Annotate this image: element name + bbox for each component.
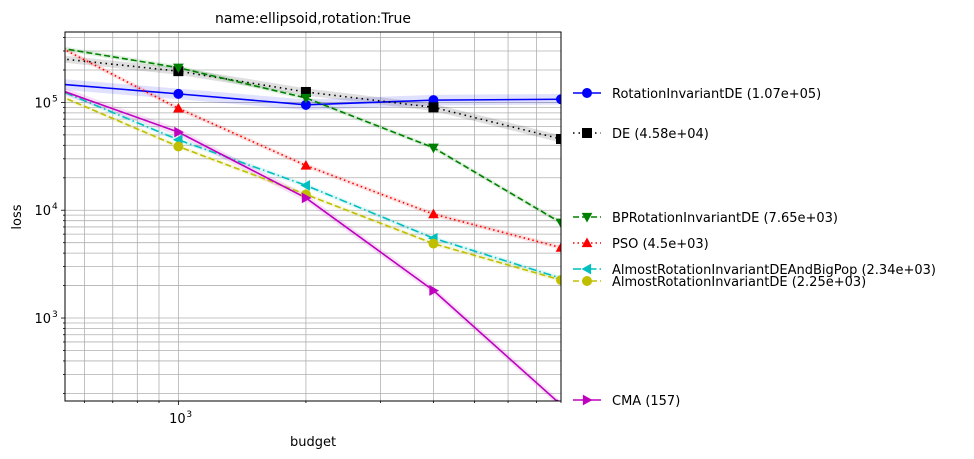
series-marker [173, 88, 184, 99]
series-marker [555, 218, 561, 229]
series-marker [46, 82, 54, 91]
series-marker [556, 275, 561, 286]
series-marker [173, 141, 184, 152]
axis-ticks: 10 310 410 510 3 [34, 37, 562, 427]
series-markers [46, 38, 561, 401]
series-marker [174, 126, 184, 138]
series-marker [173, 102, 184, 113]
y-tick-label: 10 [34, 96, 51, 111]
series-marker [46, 53, 55, 62]
grid-lines [65, 32, 562, 401]
series-line [65, 48, 561, 224]
x-tick-label-exponent: 3 [186, 410, 192, 420]
chart-title: name:ellipsoid,rotation:True [215, 11, 411, 27]
legend-marker [582, 276, 592, 286]
legend-label: DE (4.58e+04) [612, 127, 709, 142]
series-marker [429, 285, 439, 296]
series-band [65, 90, 561, 281]
series-marker [556, 399, 560, 401]
series-marker [47, 82, 55, 91]
legend: RotationInvariantDE (1.07e+05) DE (4.58e+… [573, 87, 936, 409]
legend-label: AlmostRotationInvariantDEAndBigPop (2.34… [612, 263, 936, 278]
series-marker [300, 93, 312, 104]
series-marker [428, 238, 439, 249]
y-tick-label: 10 [34, 312, 51, 327]
x-tick-label: 10 [169, 412, 186, 427]
series-marker [301, 192, 312, 204]
y-axis-label: loss [10, 204, 25, 229]
legend-label: BPRotationInvariantDE (7.65e+03) [612, 211, 838, 226]
legend-marker [582, 394, 593, 406]
series-marker [46, 38, 55, 46]
series-marker [556, 94, 561, 105]
legend-label: RotationInvariantDE (1.07e+05) [612, 87, 821, 102]
legend-marker [582, 128, 592, 138]
series-marker [46, 43, 55, 51]
plot-area-frame [64, 31, 562, 402]
series-marker [428, 208, 439, 219]
y-tick-label-exponent: 3 [52, 310, 58, 320]
x-axis-label: budget [290, 435, 336, 450]
series-marker [428, 143, 439, 154]
legend-marker [581, 237, 593, 248]
series-marker [173, 63, 184, 74]
series-marker [556, 133, 561, 144]
y-tick-label-exponent: 5 [52, 94, 58, 104]
series-marker [46, 79, 55, 88]
series-line [65, 91, 561, 279]
series-marker [300, 159, 312, 170]
legend-marker [581, 212, 593, 223]
series-marker [428, 102, 439, 113]
legend-label: PSO (4.5e+03) [612, 237, 709, 252]
series-marker [300, 180, 311, 191]
series-line [65, 48, 561, 249]
legend-label: CMA (157) [612, 394, 680, 409]
y-tick-label: 10 [34, 204, 51, 219]
y-tick-label-exponent: 4 [52, 202, 58, 212]
legend-marker [581, 263, 592, 275]
series-line [65, 58, 561, 140]
legend-marker [582, 88, 592, 98]
series-band [65, 55, 561, 143]
series-band [65, 95, 561, 283]
series-marker [555, 242, 561, 252]
legend-label: AlmostRotationInvariantDE (2.25e+03) [612, 275, 866, 290]
